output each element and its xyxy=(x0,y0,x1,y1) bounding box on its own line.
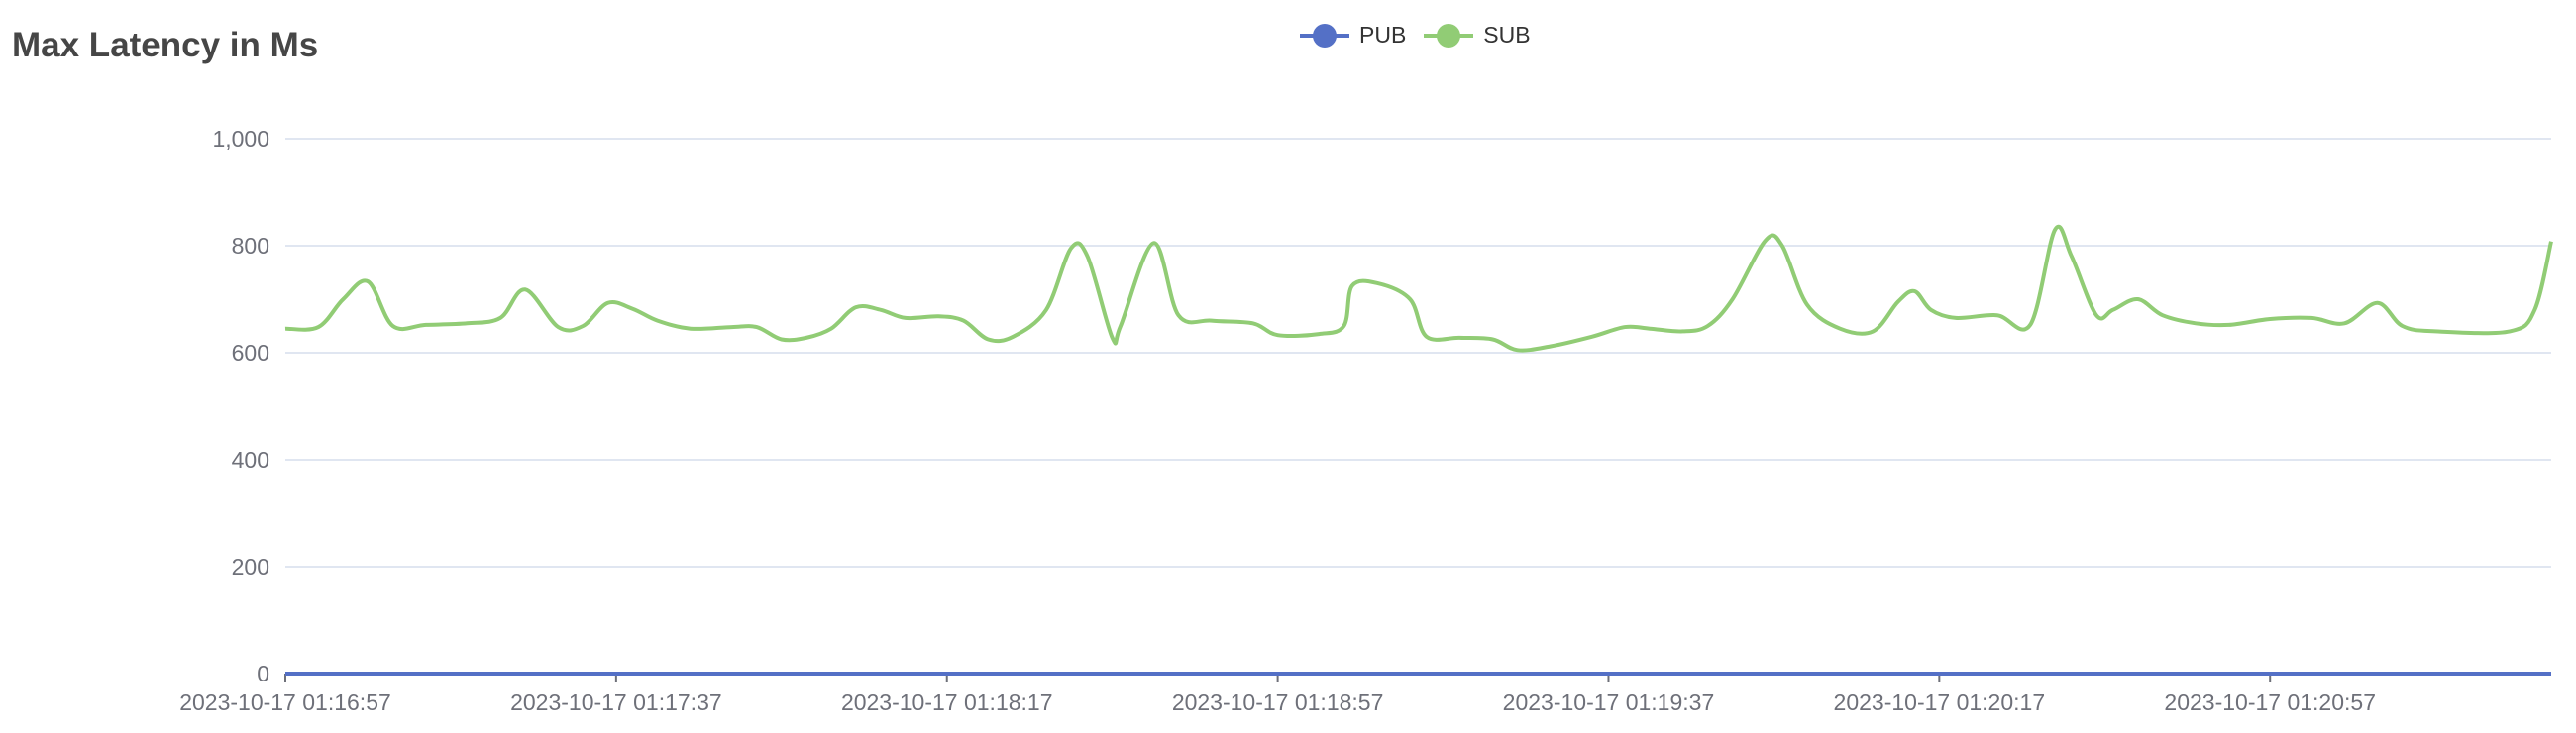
legend: PUB SUB xyxy=(1300,22,1531,49)
legend-item-sub[interactable]: SUB xyxy=(1424,22,1531,49)
x-tick-label: 2023-10-17 01:18:57 xyxy=(1172,689,1384,715)
legend-sub-symbol-icon xyxy=(1424,23,1474,49)
x-tick-label: 2023-10-17 01:20:57 xyxy=(2164,689,2376,715)
x-tick-label: 2023-10-17 01:18:17 xyxy=(841,689,1053,715)
y-tick-label: 600 xyxy=(232,340,269,366)
series-line-sub xyxy=(284,225,2553,353)
y-tick-label: 0 xyxy=(257,661,269,686)
legend-pub-label: PUB xyxy=(1359,22,1407,48)
legend-pub-symbol-icon xyxy=(1300,23,1349,49)
legend-sub-label: SUB xyxy=(1483,22,1531,48)
x-tick-label: 2023-10-17 01:16:57 xyxy=(179,689,391,715)
legend-item-pub[interactable]: PUB xyxy=(1300,22,1406,49)
y-tick-label: 200 xyxy=(232,554,269,579)
x-tick-label: 2023-10-17 01:17:37 xyxy=(510,689,722,715)
y-tick-label: 400 xyxy=(232,447,269,472)
y-tick-label: 1,000 xyxy=(212,126,269,152)
chart-title: Max Latency in Ms xyxy=(12,26,319,64)
x-tick-label: 2023-10-17 01:20:17 xyxy=(1834,689,2046,715)
x-tick-label: 2023-10-17 01:19:37 xyxy=(1503,689,1715,715)
y-tick-label: 800 xyxy=(232,233,269,259)
